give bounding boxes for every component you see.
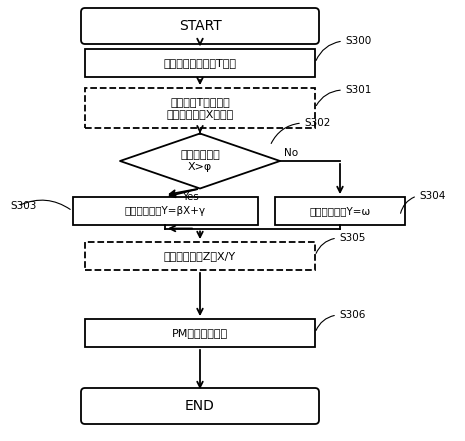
Text: S301: S301: [345, 85, 372, 95]
Text: 運転時間Tに基づき
アッシュ重量Xを算出: 運転時間Tに基づき アッシュ重量Xを算出: [166, 97, 233, 119]
Text: END: END: [185, 399, 215, 413]
Text: Yes: Yes: [182, 191, 199, 202]
Text: エンジン運転時間T算出: エンジン運転時間T算出: [164, 58, 237, 68]
Text: アッシュ重量
X>φ: アッシュ重量 X>φ: [180, 150, 220, 172]
Text: S300: S300: [345, 36, 371, 46]
Polygon shape: [120, 134, 280, 188]
Text: No: No: [284, 148, 298, 158]
Bar: [85, 88, 315, 128]
FancyBboxPatch shape: [81, 388, 319, 424]
Text: S303: S303: [10, 201, 36, 211]
Text: PM堆積量を算出: PM堆積量を算出: [172, 328, 228, 338]
Text: START: START: [179, 19, 221, 33]
Bar: [73, 197, 258, 225]
Text: S306: S306: [339, 310, 365, 320]
Text: S304: S304: [419, 191, 445, 201]
Bar: [275, 197, 405, 225]
Text: アッシュ密度Y=ω: アッシュ密度Y=ω: [309, 206, 371, 216]
Bar: [85, 49, 315, 77]
FancyBboxPatch shape: [81, 8, 319, 44]
Bar: [85, 242, 315, 270]
Text: アッシュ密度Y=βX+γ: アッシュ密度Y=βX+γ: [125, 206, 206, 216]
Text: S305: S305: [339, 233, 365, 243]
Text: S302: S302: [304, 118, 330, 128]
Text: アッシュ容量Z＝X/Y: アッシュ容量Z＝X/Y: [164, 251, 236, 261]
Bar: [85, 319, 315, 347]
